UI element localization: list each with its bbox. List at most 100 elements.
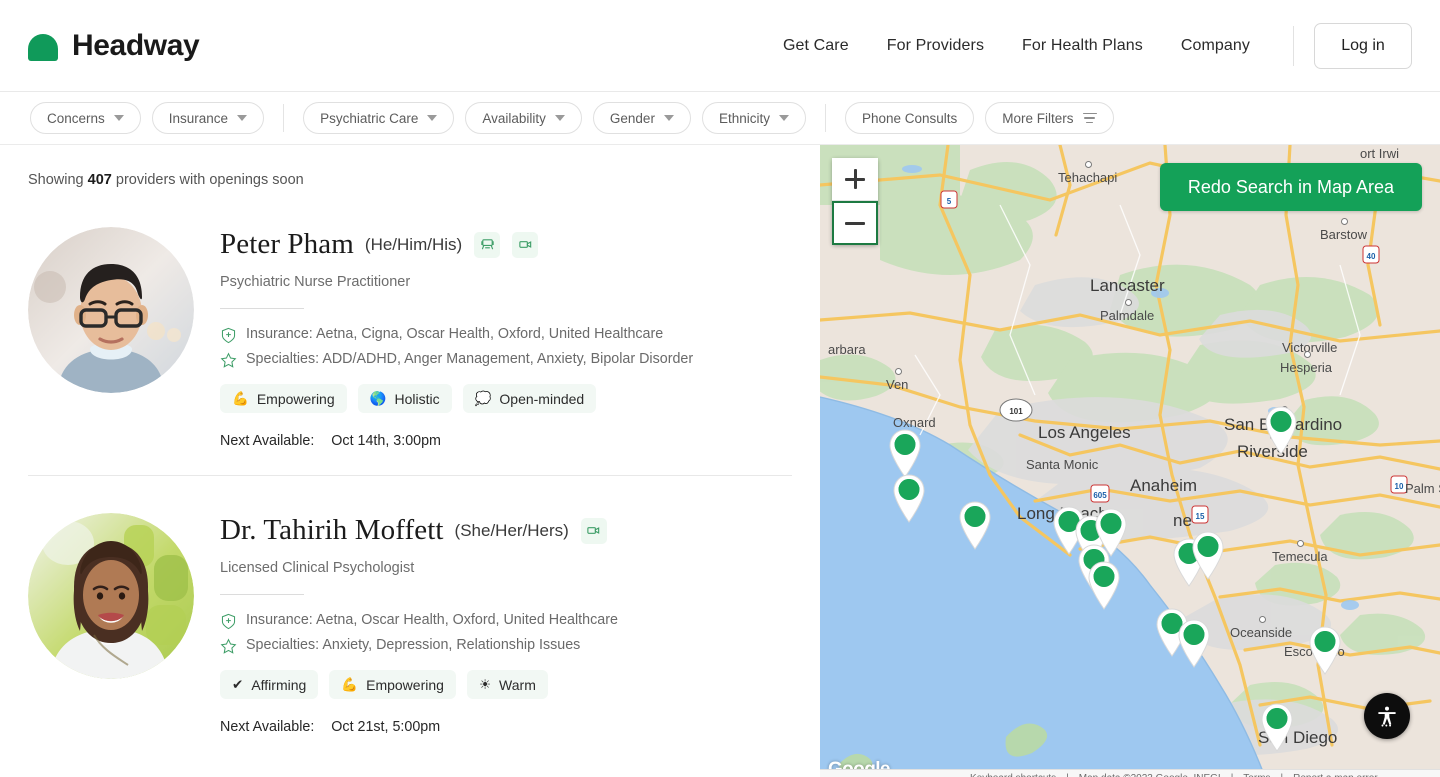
showing-prefix: Showing xyxy=(28,172,84,188)
card-rule xyxy=(220,308,304,309)
svg-text:5: 5 xyxy=(947,197,952,206)
zoom-divider xyxy=(832,200,878,201)
specialties-text: Specialties: ADD/ADHD, Anger Management,… xyxy=(246,351,693,368)
attribute-tags: 💪 Empowering 🌎 Holistic 💭 Open-minded xyxy=(220,384,792,413)
provider-name[interactable]: Dr. Tahirih Moffett xyxy=(220,514,444,546)
tag-empowering[interactable]: 💪 Empowering xyxy=(329,670,456,699)
sun-emoji: ☀ xyxy=(478,676,492,692)
attrib-sep: | xyxy=(1066,773,1069,777)
filter-gender[interactable]: Gender xyxy=(592,102,691,134)
map-provider-pin[interactable] xyxy=(886,428,924,478)
map-provider-pin[interactable] xyxy=(1262,405,1300,455)
video-icon[interactable] xyxy=(512,231,539,258)
filter-concerns-label: Concerns xyxy=(47,110,105,126)
attrib-keyboard[interactable]: Keyboard shortcuts xyxy=(970,773,1056,777)
provider-title: Licensed Clinical Psychologist xyxy=(220,560,415,576)
provider-name[interactable]: Peter Pham xyxy=(220,228,354,260)
redo-search-button[interactable]: Redo Search in Map Area xyxy=(1159,163,1422,211)
nav-divider xyxy=(1293,25,1294,66)
next-available-value[interactable]: Oct 14th, 3:00pm xyxy=(331,433,441,449)
next-available-row: Next Available: Oct 21st, 5:00pm xyxy=(220,719,792,735)
card-divider xyxy=(28,475,792,476)
results-count: 407 xyxy=(87,172,112,188)
check-mark-emoji: ✔ xyxy=(232,676,244,692)
tag-open-minded[interactable]: 💭 Open-minded xyxy=(462,384,597,413)
provider-card[interactable]: Dr. Tahirih Moffett (She/Her/Hers) Licen… xyxy=(0,508,820,735)
tag-label: Open-minded xyxy=(499,390,585,407)
attrib-report[interactable]: Report a map error xyxy=(1293,773,1377,777)
attrib-mapdata: Map data ©2023 Google, INEGI xyxy=(1079,773,1221,777)
attrib-sep: | xyxy=(1281,773,1284,777)
filter-insurance[interactable]: Insurance xyxy=(151,102,265,134)
filter-concerns[interactable]: Concerns xyxy=(30,102,141,134)
flexed-biceps-emoji: 💪 xyxy=(341,676,359,692)
filter-psychiatric-care[interactable]: Psychiatric Care xyxy=(303,102,455,134)
map-provider-pin[interactable] xyxy=(1258,702,1296,752)
map-provider-pin[interactable] xyxy=(890,473,928,523)
map-attribution: Keyboard shortcuts | Map data ©2023 Goog… xyxy=(820,769,1440,777)
tag-label: Affirming xyxy=(251,676,307,693)
provider-card[interactable]: Peter Pham (He/Him/His) xyxy=(0,222,820,449)
tag-warm[interactable]: ☀ Warm xyxy=(466,670,548,699)
next-available-value[interactable]: Oct 21st, 5:00pm xyxy=(331,719,441,735)
map-zoom-in-button[interactable] xyxy=(832,158,878,200)
filter-gender-label: Gender xyxy=(609,110,655,126)
filter-sliders-icon xyxy=(1082,112,1097,124)
brand-name: Headway xyxy=(72,28,200,62)
filter-group-divider xyxy=(283,104,285,132)
site-header: Headway Get Care For Providers For Healt… xyxy=(0,0,1440,92)
filter-availability[interactable]: Availability xyxy=(465,102,582,134)
tag-holistic[interactable]: 🌎 Holistic xyxy=(357,384,452,413)
provider-name-row: Dr. Tahirih Moffett (She/Her/Hers) xyxy=(220,514,792,547)
shield-plus-icon xyxy=(220,613,237,630)
specialties-row: Specialties: Anxiety, Depression, Relati… xyxy=(220,637,792,655)
insurance-value: Aetna, Oscar Health, Oxford, United Heal… xyxy=(315,612,618,628)
login-button[interactable]: Log in xyxy=(1314,22,1412,69)
filter-phone-consults[interactable]: Phone Consults xyxy=(844,102,975,134)
nav-item-get-care[interactable]: Get Care xyxy=(783,36,849,54)
chevron-down-icon xyxy=(778,115,789,121)
map-panel[interactable]: 5 40 101 605 15 10 Tehachapi Barstow Lanca… xyxy=(820,145,1440,777)
tag-affirming[interactable]: ✔ Affirming xyxy=(220,670,319,699)
nav-item-for-health-plans[interactable]: For Health Plans xyxy=(1022,36,1143,54)
provider-pronouns: (She/Her/Hers) xyxy=(454,520,569,540)
brand-logo[interactable]: Headway xyxy=(28,28,200,63)
specialties-value: ADD/ADHD, Anger Management, Anxiety, Bip… xyxy=(322,351,694,367)
card-rule xyxy=(220,594,304,595)
insurance-row: Insurance: Aetna, Cigna, Oscar Health, O… xyxy=(220,326,792,344)
map-provider-pin[interactable] xyxy=(1189,530,1227,580)
specialties-row: Specialties: ADD/ADHD, Anger Management,… xyxy=(220,351,792,369)
globe-emoji: 🌎 xyxy=(369,390,387,406)
insurance-value: Aetna, Cigna, Oscar Health, Oxford, Unit… xyxy=(315,326,664,342)
in-person-icon[interactable] xyxy=(474,231,501,258)
video-icon[interactable] xyxy=(580,517,607,544)
map-provider-pin[interactable] xyxy=(1175,618,1213,668)
insurance-text: Insurance: Aetna, Oscar Health, Oxford, … xyxy=(246,612,618,629)
accessibility-icon[interactable]: ••• xyxy=(1364,693,1410,739)
tag-label: Holistic xyxy=(394,390,440,407)
filter-more-filters[interactable]: More Filters xyxy=(985,102,1114,134)
results-list[interactable]: Showing 407 providers with openings soon xyxy=(0,145,820,777)
filter-ethnicity-label: Ethnicity xyxy=(718,110,770,126)
map-provider-pin[interactable] xyxy=(1092,507,1130,557)
map-provider-pin[interactable] xyxy=(1306,625,1344,675)
specialties-value: Anxiety, Depression, Relationship Issues xyxy=(322,637,581,653)
provider-title: Psychiatric Nurse Practitioner xyxy=(220,274,411,290)
filter-ethnicity[interactable]: Ethnicity xyxy=(701,102,806,134)
star-icon xyxy=(220,638,237,655)
nav-item-company[interactable]: Company xyxy=(1180,36,1250,54)
svg-text:40: 40 xyxy=(1367,252,1376,261)
map-zoom-out-button[interactable] xyxy=(832,201,878,245)
next-available-row: Next Available: Oct 14th, 3:00pm xyxy=(220,433,792,449)
attrib-terms[interactable]: Terms xyxy=(1243,773,1270,777)
tag-label: Warm xyxy=(499,676,536,693)
tag-empowering[interactable]: 💪 Empowering xyxy=(220,384,347,413)
map-provider-pin[interactable] xyxy=(1085,560,1123,610)
chevron-down-icon xyxy=(427,115,438,121)
thought-balloon-emoji: 💭 xyxy=(474,390,492,406)
map-provider-pin[interactable] xyxy=(956,500,994,550)
nav-item-for-providers[interactable]: For Providers xyxy=(886,36,985,54)
chevron-down-icon xyxy=(237,115,248,121)
star-icon xyxy=(220,352,237,369)
